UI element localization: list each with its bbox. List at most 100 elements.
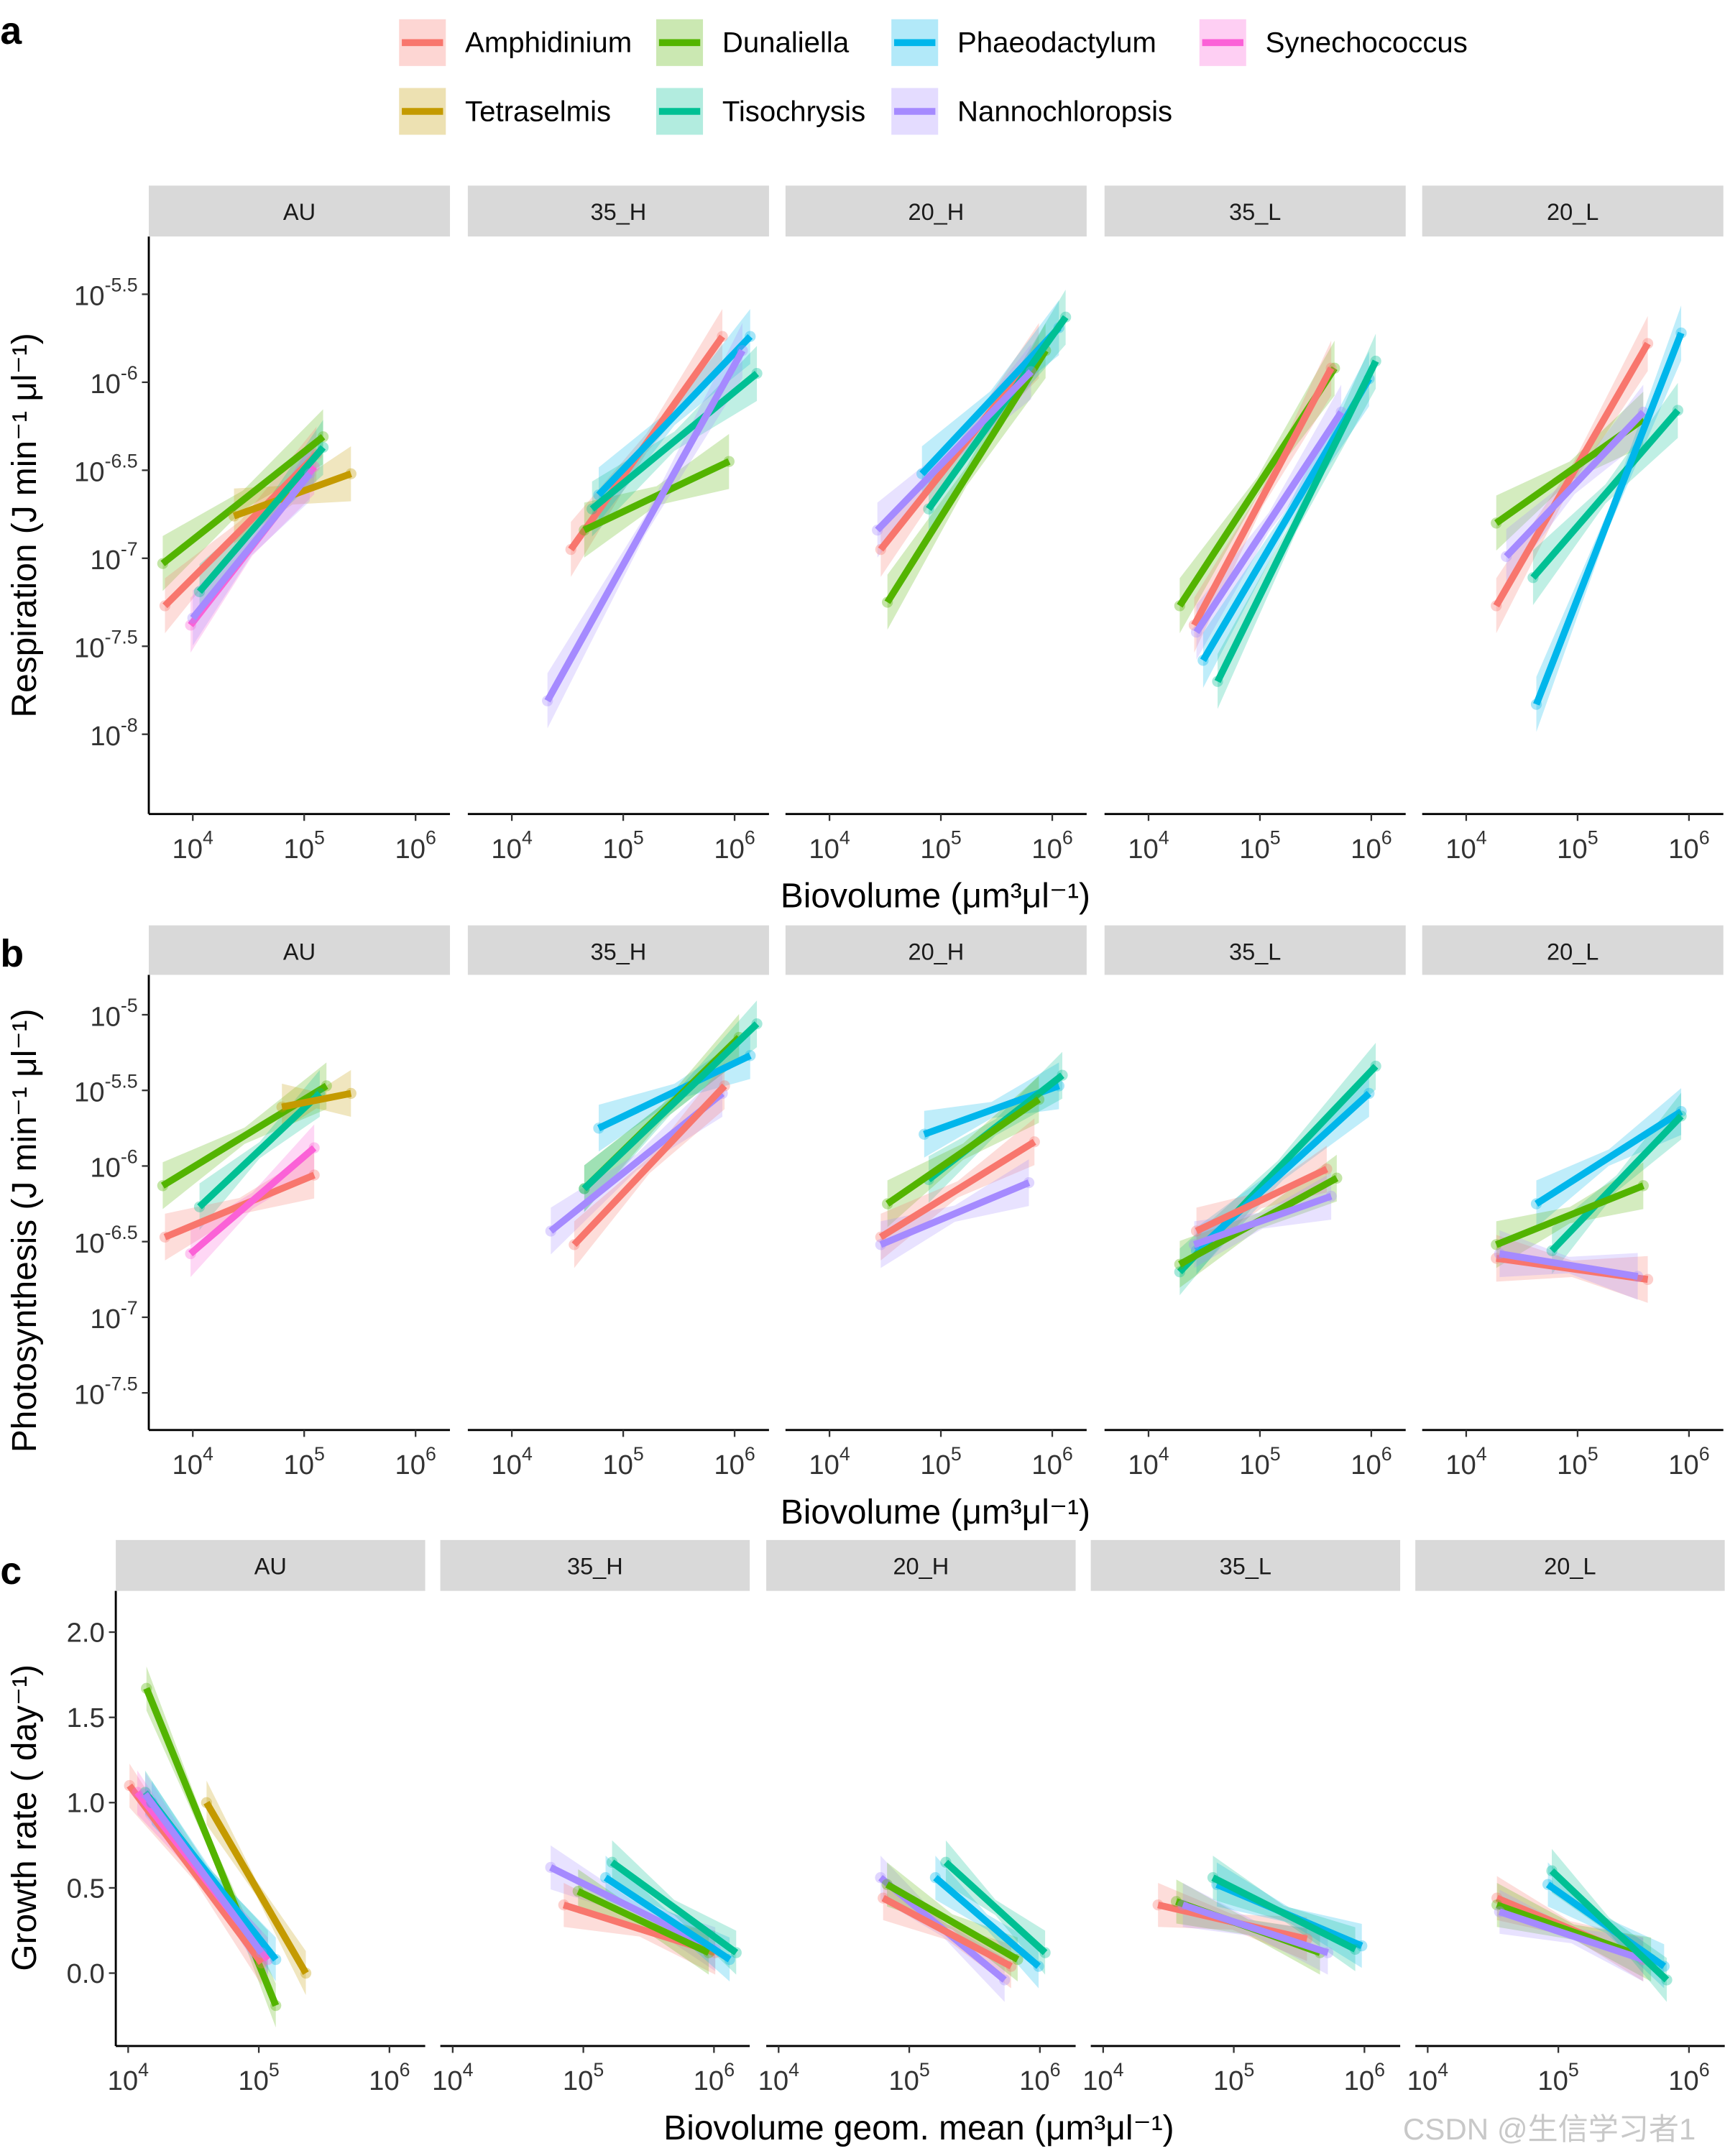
tick-exponent: 6: [1699, 827, 1710, 849]
y-axis-title: Respiration (J min⁻¹ μl⁻¹): [6, 333, 44, 717]
tick-base: 10: [758, 2065, 789, 2096]
data-point: [1033, 1961, 1044, 1972]
data-point: [1530, 699, 1542, 710]
tick-exponent: -6.5: [105, 451, 138, 472]
data-point: [270, 1999, 282, 2012]
legend: Amphidinium Dunaliella Phaeodactylum Synech…: [399, 19, 1468, 135]
tick-exponent: 6: [426, 1443, 436, 1465]
tick-base: 10: [920, 834, 951, 865]
data-point: [593, 1123, 604, 1134]
tick-exponent: 5: [951, 1443, 962, 1465]
tick-base: 10: [1351, 1450, 1381, 1480]
data-point: [882, 1198, 893, 1210]
y-tick-label: 10-6: [90, 1146, 137, 1184]
x-tick-label: 105: [1557, 827, 1598, 865]
tick-base: 10: [1239, 834, 1270, 865]
data-point: [1188, 1239, 1200, 1250]
facet-strip-label: 35_H: [591, 939, 647, 964]
data-point: [1057, 1069, 1068, 1081]
tick-base: 10: [491, 834, 522, 865]
tick-base: 10: [74, 1228, 105, 1259]
facet-strip: [149, 925, 451, 975]
data-point: [1177, 1899, 1189, 1911]
tick-base: 10: [920, 1450, 951, 1480]
data-point: [923, 503, 934, 515]
data-point: [308, 1169, 320, 1181]
data-point: [1190, 1225, 1202, 1237]
x-tick-label: 106: [714, 1443, 755, 1480]
data-point: [270, 1953, 282, 1966]
regression-line-phaeodactylum: [933, 1875, 1041, 1969]
y-tick-label: 10-7: [90, 1297, 137, 1335]
data-point: [132, 1787, 143, 1798]
regression-line-amphidinium: [1195, 1166, 1328, 1235]
data-point: [1491, 1892, 1503, 1904]
x-tick-label: 106: [694, 2059, 735, 2096]
data-point: [875, 1872, 886, 1884]
panel-letter: b: [0, 933, 24, 975]
tick-exponent: 4: [1159, 1443, 1169, 1465]
tick-exponent: 5: [314, 1443, 325, 1465]
panel-letter: a: [0, 10, 22, 52]
tick-base: 10: [1668, 2065, 1699, 2096]
data-point: [881, 1879, 893, 1890]
regression-line-amphidinium: [1493, 341, 1651, 608]
tick-exponent: 5: [633, 827, 644, 849]
data-point: [1530, 1198, 1542, 1210]
legend-label: Tetraselmis: [465, 95, 611, 127]
x-tick-label: 104: [172, 827, 214, 865]
x-tick-label: 104: [1445, 827, 1487, 865]
facet-strip-label: AU: [254, 1554, 287, 1580]
regression-line-dunaliella: [582, 458, 731, 533]
regression-line-nannochloropsis: [142, 1792, 264, 1955]
tick-exponent: 4: [138, 2059, 149, 2081]
x-tick-label: 106: [1668, 2059, 1709, 2096]
data-point: [1675, 1110, 1687, 1122]
tick-base: 10: [809, 834, 840, 865]
x-tick-label: 104: [491, 827, 533, 865]
y-tick-label: 2.0: [67, 1617, 105, 1648]
tick-exponent: 4: [840, 1443, 850, 1465]
data-point: [545, 1861, 556, 1874]
x-tick-label: 104: [809, 827, 850, 865]
facet-strip-label: AU: [283, 199, 316, 225]
data-point: [1363, 1087, 1375, 1100]
data-point: [875, 1239, 887, 1250]
tick-base: 10: [172, 1450, 203, 1480]
facet-strip: [1104, 925, 1406, 975]
tick-base: 10: [888, 2065, 919, 2096]
regression-line-dunaliella: [1494, 1182, 1645, 1248]
chart-row-a: a10-5.510-610-6.510-710-7.510-8Respirati…: [0, 10, 1724, 916]
data-point: [317, 441, 329, 453]
data-point: [730, 1947, 742, 1958]
y-axis-title: Photosynthesis (J min⁻¹ μl⁻¹): [6, 1009, 44, 1453]
data-point: [1025, 366, 1037, 377]
legend-item-synechococcus: Synechococcus: [1199, 19, 1468, 66]
regression-line-nannochloropsis: [1498, 1908, 1644, 1963]
x-tick-label: 105: [1557, 1443, 1598, 1480]
data-point: [1527, 572, 1539, 584]
data-point: [572, 1886, 584, 1897]
tick-base: 10: [90, 1001, 121, 1032]
x-tick-label: 106: [1351, 1443, 1392, 1480]
facet-strip-label: 35_H: [591, 199, 647, 225]
regression-line-dunaliella: [160, 434, 326, 566]
data-point: [1491, 517, 1502, 529]
tick-exponent: -7: [121, 1297, 138, 1319]
data-point: [1349, 1943, 1361, 1955]
regression-line-tisochrysis: [196, 445, 326, 594]
data-point: [929, 1872, 942, 1884]
tick-exponent: 6: [400, 2059, 410, 2081]
facet-strip-label: 35_H: [567, 1554, 623, 1580]
data-point: [1491, 600, 1502, 612]
data-point: [579, 524, 590, 536]
tick-base: 10: [172, 834, 203, 865]
x-tick-label: 106: [1351, 827, 1392, 865]
